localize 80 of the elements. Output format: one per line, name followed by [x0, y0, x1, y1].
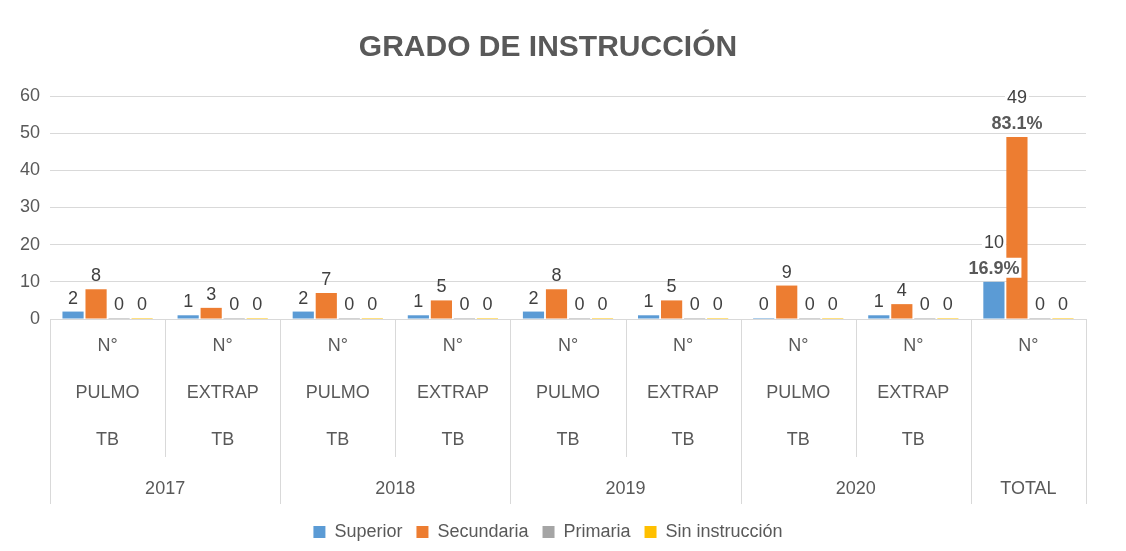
category-label: N° PULMO TB [305, 335, 370, 449]
data-label: 0 [689, 293, 700, 314]
data-label: 0 [459, 293, 470, 314]
legend-label: Superior [334, 520, 403, 541]
x-tick-label: N° [1018, 335, 1039, 356]
bar [638, 315, 660, 319]
data-label: 0 [367, 293, 378, 314]
bar [200, 307, 222, 319]
category-label: N° EXTRAP TB [877, 335, 950, 449]
data-label: 5 [436, 276, 447, 297]
text: 2018 [375, 477, 416, 498]
data-label: 0 [1034, 293, 1045, 314]
bar [177, 315, 199, 319]
bar [891, 304, 913, 319]
data-label: 4 [896, 280, 907, 301]
category-label: N° PULMO TB [766, 335, 831, 449]
data-label: 9 [781, 261, 792, 282]
bar [522, 311, 545, 319]
chart-title: GRADO DE INSTRUCCIÓN [358, 29, 738, 63]
bar [315, 292, 337, 319]
data-label: 0 [482, 293, 493, 314]
bar [983, 281, 1005, 319]
bar [868, 315, 890, 319]
data-label: 10 [983, 231, 1004, 252]
y-tick-label: 0 [30, 307, 41, 328]
data-label: 0 [114, 293, 125, 314]
data-label: 0 [252, 293, 263, 314]
data-label: 0 [827, 293, 838, 314]
category-label: N° EXTRAP TB [416, 335, 489, 449]
data-label: 0 [574, 293, 585, 314]
data-label: 7 [321, 268, 332, 289]
data-label: 3 [206, 283, 217, 304]
category-label: N° PULMO TB [536, 335, 601, 449]
bar [62, 311, 84, 319]
bar [545, 289, 568, 319]
category-label: N° EXTRAP TB [647, 335, 720, 449]
data-label: 0 [804, 293, 815, 314]
data-label: 0 [942, 293, 953, 314]
data-label: 8 [91, 265, 102, 286]
bar [292, 311, 314, 319]
text: 2020 [835, 477, 876, 498]
legend-label: Secundaria [437, 520, 530, 541]
y-tick-label: 50 [19, 122, 41, 143]
data-label: 1 [643, 291, 654, 312]
data-label: 0 [344, 293, 355, 314]
bar [407, 315, 429, 319]
y-tick-label: 40 [19, 159, 41, 180]
category-label: N° EXTRAP TB [186, 335, 259, 449]
data-label: 2 [68, 287, 79, 308]
bar [85, 289, 107, 319]
data-label: 0 [919, 293, 930, 314]
legend-label: Sin instrucción [665, 520, 783, 541]
data-label: 1 [183, 291, 194, 312]
legend-label: Primaria [563, 520, 632, 541]
category-label: N° PULMO TB [75, 335, 140, 449]
data-label: 49 [1006, 86, 1027, 107]
y-tick-label: 60 [19, 84, 41, 105]
annotation: 16.9% [968, 257, 1020, 278]
data-label: 0 [229, 293, 240, 314]
text: 2017 [145, 477, 186, 498]
data-label: 2 [528, 287, 539, 308]
data-label: 2 [298, 287, 309, 308]
bar [430, 300, 452, 319]
bar [661, 300, 683, 319]
annotation: 83.1% [991, 112, 1043, 133]
data-label: 0 [712, 293, 723, 314]
y-tick-label: 30 [19, 196, 41, 217]
data-label: 1 [413, 291, 424, 312]
bar [776, 285, 798, 319]
data-label: 1 [873, 291, 884, 312]
data-label: 0 [597, 293, 608, 314]
text: TOTAL [1000, 477, 1057, 498]
data-label: 8 [551, 265, 562, 286]
data-label: 0 [758, 293, 769, 314]
data-label: 5 [666, 276, 677, 297]
data-label: 0 [1057, 293, 1068, 314]
y-tick-label: 20 [19, 233, 41, 254]
text: 2019 [605, 477, 646, 498]
y-tick-label: 10 [19, 270, 41, 291]
data-label: 0 [137, 293, 148, 314]
